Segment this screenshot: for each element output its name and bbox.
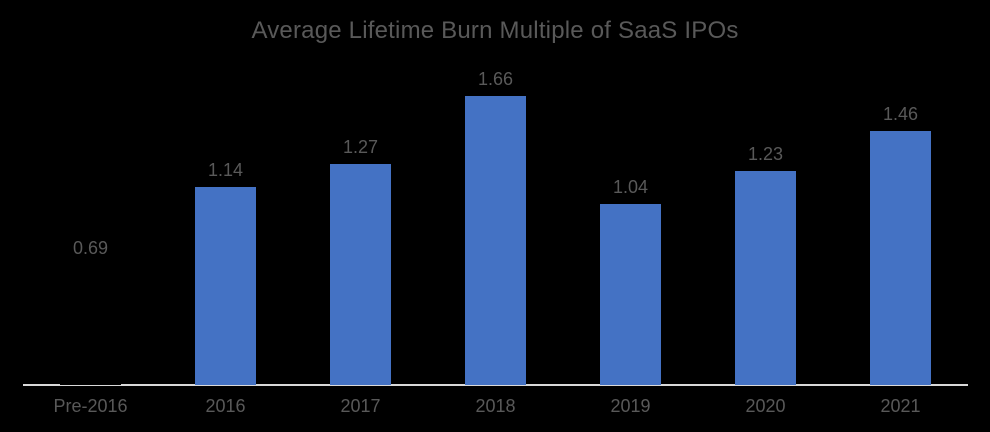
category-label-2018: 2018 [475, 396, 516, 416]
value-label-2017: 1.27 [342, 137, 379, 157]
value-label-pre-2016: 0.69 [72, 238, 109, 258]
category-label-pre-2016: Pre-2016 [53, 396, 128, 416]
chart-title: Average Lifetime Burn Multiple of SaaS I… [251, 17, 739, 44]
value-label-2019: 1.04 [612, 177, 649, 197]
category-label-2019: 2019 [610, 396, 651, 416]
bar-2016 [195, 187, 256, 385]
x-axis-line [23, 384, 968, 386]
value-label-2018: 1.66 [477, 69, 514, 89]
category-label-2020: 2020 [745, 396, 786, 416]
bar-pre-2016 [60, 265, 121, 385]
value-label-2016: 1.14 [207, 160, 244, 180]
category-label-2016: 2016 [205, 396, 246, 416]
bar-2017 [330, 164, 391, 385]
bar-2018 [465, 96, 526, 385]
category-label-2017: 2017 [340, 396, 381, 416]
bar-2019 [600, 204, 661, 385]
category-label-2021: 2021 [880, 396, 921, 416]
value-label-2020: 1.23 [747, 144, 784, 164]
value-label-2021: 1.46 [882, 104, 919, 124]
bar-2020 [735, 171, 796, 385]
bar-2021 [870, 131, 931, 385]
